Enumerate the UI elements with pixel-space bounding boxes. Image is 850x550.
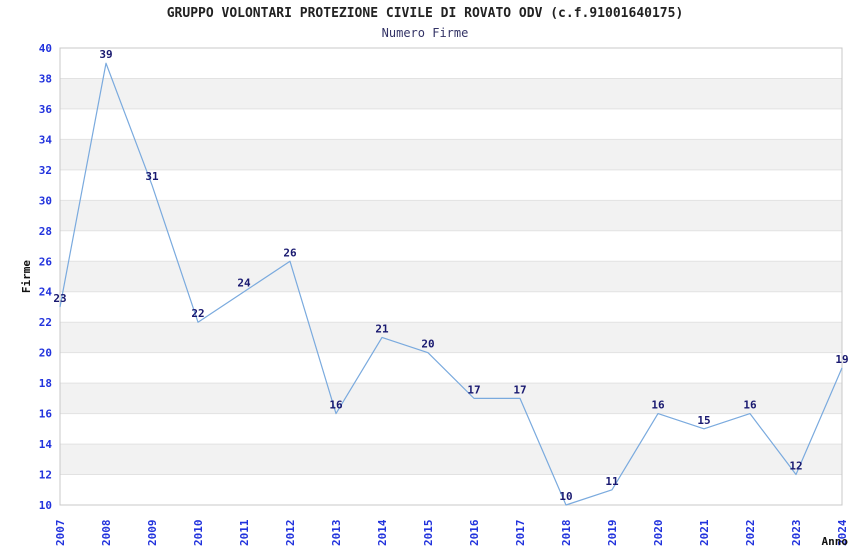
data-point-label: 16 (651, 399, 665, 412)
y-tick-label: 20 (39, 347, 52, 360)
plot-band (60, 444, 842, 475)
plot-band (60, 139, 842, 170)
data-point-label: 20 (421, 338, 434, 351)
y-tick-label: 40 (39, 42, 52, 55)
x-tick-label: 2012 (284, 520, 297, 547)
data-point-label: 26 (283, 246, 297, 259)
y-tick-label: 30 (39, 194, 52, 207)
plot-band (60, 383, 842, 414)
y-tick-label: 28 (39, 225, 52, 238)
chart-title: GRUPPO VOLONTARI PROTEZIONE CIVILE DI RO… (166, 6, 684, 21)
data-point-label: 23 (53, 292, 66, 305)
data-point-label: 16 (743, 399, 757, 412)
y-tick-label: 22 (39, 316, 52, 329)
data-point-label: 15 (697, 414, 710, 427)
y-tick-label: 12 (39, 469, 52, 482)
x-tick-label: 2020 (652, 520, 665, 547)
x-tick-label: 2011 (238, 519, 251, 546)
x-tick-label: 2022 (744, 520, 757, 547)
data-point-label: 11 (605, 475, 619, 488)
x-tick-label: 2014 (376, 519, 389, 546)
data-point-label: 39 (99, 48, 112, 61)
plot-band (60, 261, 842, 292)
x-tick-label: 2024 (836, 519, 849, 546)
x-tick-label: 2010 (192, 520, 205, 547)
data-point-label: 22 (191, 307, 204, 320)
y-tick-label: 10 (39, 499, 52, 512)
y-tick-label: 38 (39, 72, 52, 85)
data-point-label: 31 (145, 170, 159, 183)
data-point-label: 17 (467, 383, 480, 396)
y-tick-label: 32 (39, 164, 52, 177)
x-tick-label: 2009 (146, 520, 159, 547)
y-tick-label: 24 (39, 286, 53, 299)
x-axis-label: Anno (822, 535, 849, 548)
x-tick-label: 2007 (54, 520, 67, 547)
plot-band (60, 78, 842, 109)
y-axis-label: Firme (20, 260, 33, 293)
data-point-label: 21 (375, 322, 389, 335)
x-tick-label: 2021 (698, 519, 711, 546)
data-point-label: 12 (789, 460, 802, 473)
chart-line (59, 62, 843, 506)
plot-band (60, 322, 842, 353)
chart-subtitle: Numero Firme (381, 26, 469, 40)
x-tick-label: 2019 (606, 520, 619, 547)
x-tick-label: 2017 (514, 520, 527, 547)
y-tick-label: 26 (39, 255, 53, 268)
x-tick-label: 2013 (330, 520, 343, 547)
plot-band (60, 200, 842, 231)
x-tick-label: 2016 (468, 519, 481, 546)
data-point-label: 17 (513, 383, 526, 396)
y-tick-label: 34 (39, 133, 53, 146)
data-point-label: 19 (835, 353, 848, 366)
x-tick-label: 2015 (422, 520, 435, 547)
y-tick-label: 18 (39, 377, 52, 390)
data-point-label: 16 (329, 399, 343, 412)
x-tick-label: 2023 (790, 520, 803, 547)
y-tick-label: 36 (39, 103, 53, 116)
y-tick-label: 16 (39, 408, 53, 421)
x-tick-label: 2018 (560, 520, 573, 547)
data-point-label: 24 (237, 277, 251, 290)
x-tick-label: 2008 (100, 520, 113, 547)
data-point-label: 10 (559, 490, 572, 503)
plot-border (59, 47, 843, 506)
y-tick-label: 14 (39, 438, 53, 451)
